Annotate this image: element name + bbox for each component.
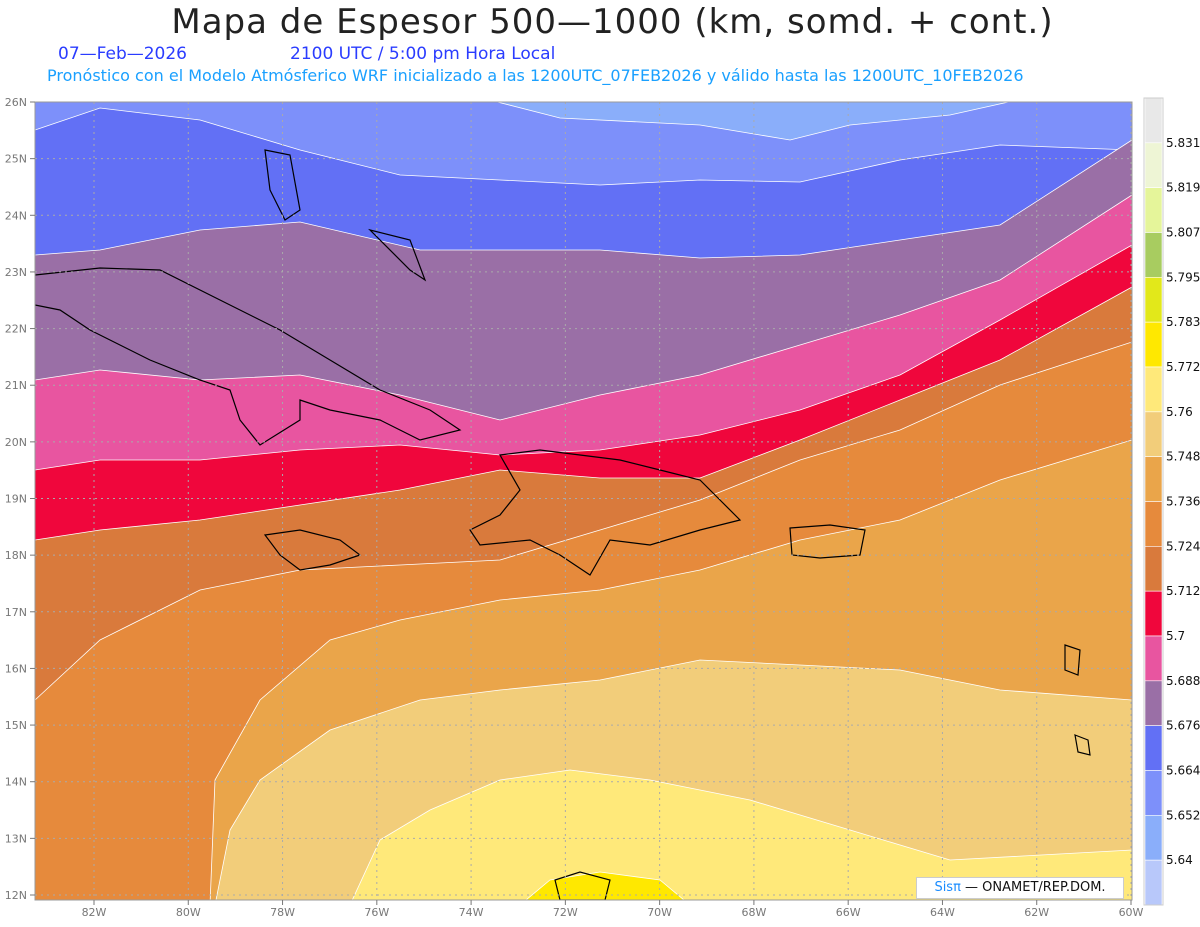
lat-tick-label: 22N [5, 323, 27, 336]
colorbar-label: 5.807 [1166, 226, 1200, 240]
colorbar-swatch [1144, 725, 1163, 771]
colorbar-swatch [1144, 501, 1163, 547]
colorbar-label: 5.783 [1166, 315, 1200, 329]
lat-tick-label: 16N [5, 662, 27, 675]
colorbar-label: 5.76 [1166, 405, 1193, 419]
forecast-date: 07—Feb—2026 [58, 44, 187, 64]
band-5.64 [495, 102, 1011, 141]
lat-tick-label: 21N [5, 379, 27, 392]
logo-brand: Sisπ [934, 880, 961, 895]
coastline [264, 149, 301, 221]
colorbar-swatch [1144, 635, 1163, 682]
colorbar-label: 5.724 [1166, 539, 1200, 553]
coastline [35, 267, 462, 446]
lat-tick-label: 12N [5, 889, 27, 902]
colorbar-label: 5.64 [1166, 853, 1193, 867]
coastline [1064, 644, 1081, 676]
colorbar-swatch [1144, 590, 1163, 637]
lon-tick-label: 80W [176, 906, 201, 919]
colorbar-swatch [1144, 680, 1163, 726]
contour-line [351, 769, 1132, 900]
colorbar-label: 5.795 [1166, 270, 1200, 284]
contour-line [209, 439, 1132, 900]
contour-line [525, 871, 685, 900]
lon-tick-label: 60W [1119, 906, 1144, 919]
coastline [469, 449, 742, 576]
lon-tick-label: 72W [553, 906, 578, 919]
colorbar-swatch [1144, 546, 1163, 592]
map-frame [34, 101, 1133, 901]
colorbar-swatch [1144, 366, 1163, 413]
lat-tick-label: 19N [5, 493, 27, 506]
colorbar-frame [1143, 97, 1164, 906]
lat-tick-label: 20N [5, 436, 27, 449]
lat-tick-label: 25N [5, 153, 27, 166]
colorbar-label: 5.688 [1166, 674, 1200, 688]
contour-line [35, 244, 1132, 471]
colorbar-label: 5.748 [1166, 450, 1200, 464]
coastline [263, 529, 362, 571]
colorbar-swatch [1144, 232, 1163, 278]
logo-text: — ONAMET/REP.DOM. [960, 880, 1106, 895]
colorbar-swatch [1144, 321, 1163, 368]
lon-tick-label: 66W [836, 906, 861, 919]
map-title: Mapa de Espesor 500—1000 (km, somd. + co… [171, 2, 1054, 42]
colorbar-swatch [1144, 456, 1163, 502]
contour-band [526, 872, 684, 900]
forecast-time: 2100 UTC / 5:00 pm Hora Local [290, 44, 556, 64]
colorbar-label: 5.831 [1166, 136, 1200, 150]
lat-tick-label: 24N [5, 209, 27, 222]
colorbar-label: 5.676 [1166, 719, 1200, 733]
lat-tick-label: 23N [5, 266, 27, 279]
coastline [368, 228, 427, 282]
lat-tick-label: 26N [5, 96, 27, 109]
contour-band [352, 770, 1132, 900]
lon-tick-label: 64W [930, 906, 955, 919]
lat-tick-label: 13N [5, 832, 27, 845]
logo-credit: Sisπ — ONAMET/REP.DOM. [916, 877, 1124, 899]
colorbar-label: 5.772 [1166, 360, 1200, 374]
colorbar-swatch [1144, 142, 1163, 188]
model-description: Pronóstico con el Modelo Atmósferico WRF… [47, 66, 1024, 85]
coastline [554, 871, 611, 900]
lon-tick-label: 78W [270, 906, 295, 919]
colorbar-swatch [1144, 770, 1163, 816]
colorbar-label: 5.652 [1166, 808, 1200, 822]
colorbar-label: 5.712 [1166, 584, 1200, 598]
lon-tick-label: 70W [647, 906, 672, 919]
contour-line [35, 194, 1132, 421]
colorbar-label: 5.819 [1166, 181, 1200, 195]
colorbar-swatch [1144, 97, 1163, 144]
colorbar-swatch [1144, 277, 1163, 323]
lon-tick-label: 68W [741, 906, 766, 919]
colorbar-swatch [1144, 859, 1163, 906]
lon-tick-label: 74W [459, 906, 484, 919]
lat-tick-label: 18N [5, 549, 27, 562]
contour-line [35, 341, 1132, 701]
coastline [1074, 734, 1091, 756]
colorbar-swatch [1144, 815, 1163, 861]
lat-tick-label: 15N [5, 719, 27, 732]
contour-line [35, 286, 1132, 541]
colorbar-swatch [1144, 411, 1163, 457]
lon-tick-label: 76W [364, 906, 389, 919]
contour-line [35, 107, 1132, 186]
colorbar-label: 5.7 [1166, 629, 1185, 643]
lat-tick-label: 17N [5, 606, 27, 619]
lon-tick-label: 82W [82, 906, 107, 919]
lon-tick-label: 62W [1024, 906, 1049, 919]
contour-line [215, 659, 1132, 900]
contour-line [35, 139, 1132, 259]
colorbar-swatch [1144, 187, 1163, 233]
colorbar-label: 5.736 [1166, 495, 1200, 509]
lat-tick-label: 14N [5, 776, 27, 789]
colorbar-label: 5.664 [1166, 764, 1200, 778]
